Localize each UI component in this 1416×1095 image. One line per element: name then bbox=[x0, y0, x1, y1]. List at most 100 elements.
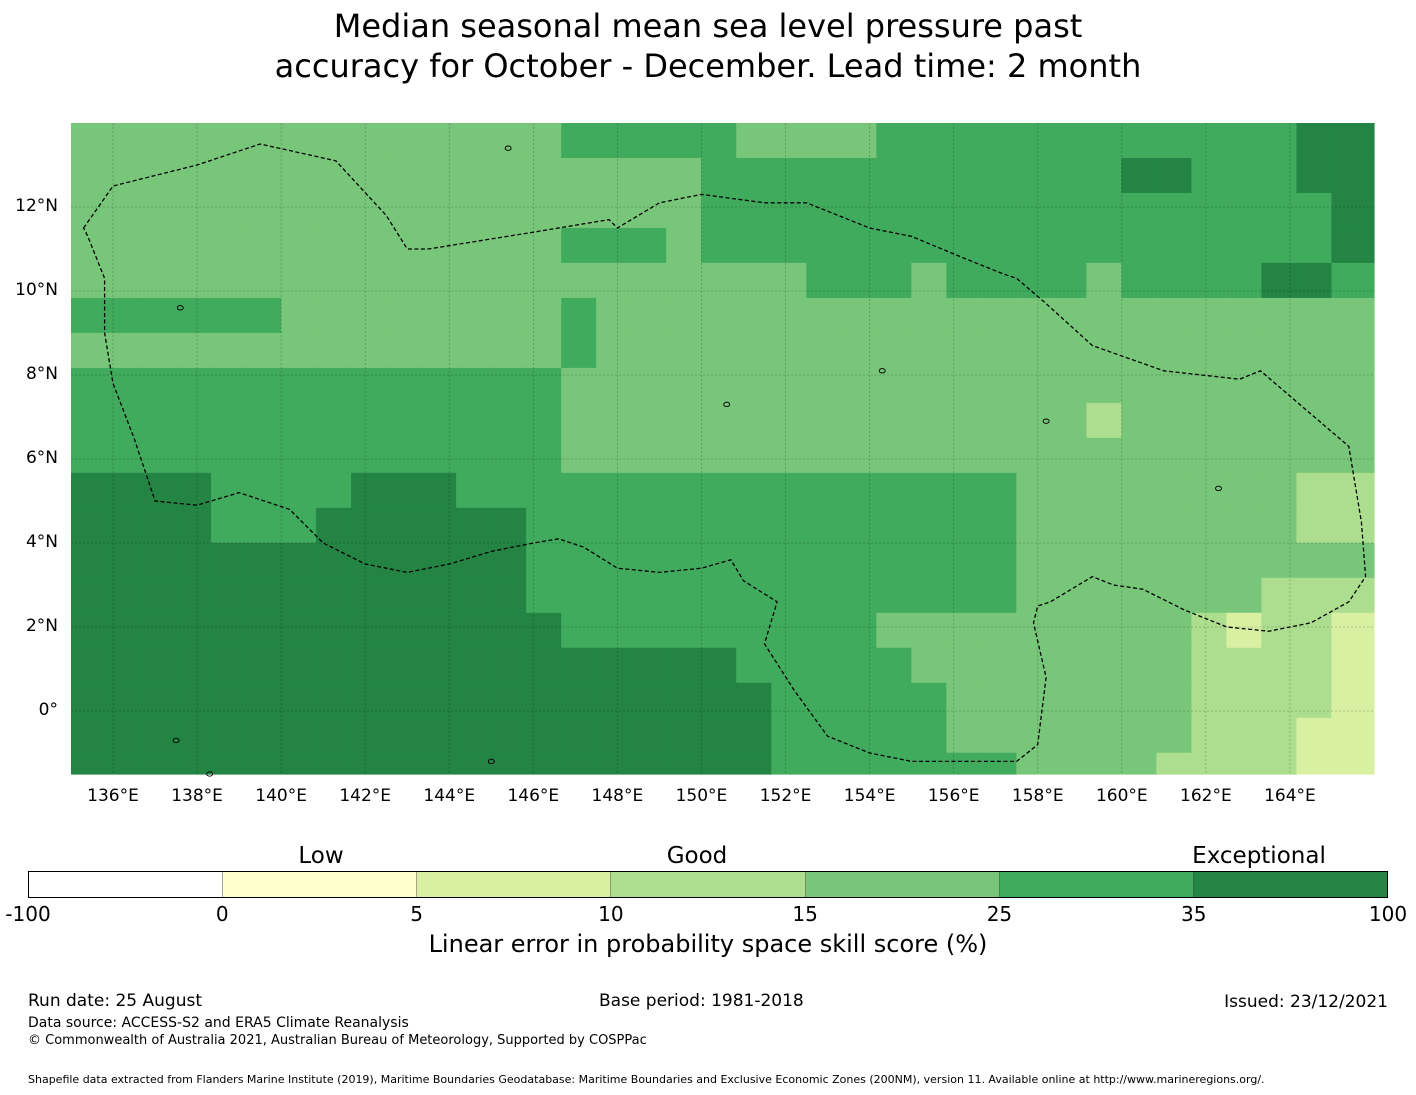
grid-cell bbox=[526, 157, 562, 194]
grid-cell bbox=[1261, 227, 1298, 264]
grid-cell bbox=[1331, 297, 1368, 334]
grid-cell bbox=[1331, 227, 1368, 264]
grid-cell bbox=[526, 717, 562, 754]
grid-cell bbox=[386, 542, 422, 579]
grid-cell bbox=[246, 402, 282, 439]
grid-cell bbox=[701, 367, 737, 404]
latitude-label: 4°N bbox=[25, 532, 58, 552]
grid-cell bbox=[771, 717, 807, 754]
grid-cell bbox=[1156, 647, 1193, 684]
grid-cell bbox=[456, 577, 492, 614]
grid-cell bbox=[211, 542, 247, 579]
grid-cell bbox=[806, 472, 842, 509]
grid-cell bbox=[1121, 717, 1157, 754]
grid-cell bbox=[1156, 472, 1193, 509]
grid-cell bbox=[561, 192, 597, 229]
grid-cell bbox=[421, 262, 457, 299]
grid-cell bbox=[911, 192, 947, 229]
grid-cell bbox=[386, 577, 422, 614]
grid-cell bbox=[561, 332, 597, 369]
grid-cell bbox=[141, 472, 177, 509]
grid-cell bbox=[911, 367, 947, 404]
grid-cell bbox=[1121, 647, 1157, 684]
grid-cell bbox=[1261, 262, 1298, 299]
title-line-1: Median seasonal mean sea level pressure … bbox=[333, 7, 1083, 45]
grid-cell bbox=[876, 682, 912, 719]
grid-cell bbox=[211, 472, 247, 509]
grid-cell bbox=[981, 262, 1017, 299]
grid-cell bbox=[526, 752, 562, 775]
grid-cell bbox=[1156, 123, 1193, 159]
grid-cell bbox=[386, 717, 422, 754]
grid-cell bbox=[1016, 507, 1052, 544]
grid-cell bbox=[561, 157, 597, 194]
grid-cell bbox=[1086, 157, 1122, 194]
grid-cell bbox=[561, 262, 597, 299]
grid-cell bbox=[491, 577, 527, 614]
grid-cell bbox=[1226, 157, 1263, 194]
grid-cell bbox=[246, 717, 282, 754]
grid-cell bbox=[736, 507, 772, 544]
grid-cell bbox=[351, 542, 387, 579]
grid-cell bbox=[841, 682, 877, 719]
grid-cell bbox=[141, 332, 177, 369]
grid-cell bbox=[526, 262, 562, 299]
grid-cell bbox=[141, 123, 177, 159]
grid-cell bbox=[526, 297, 562, 334]
grid-cell bbox=[771, 262, 807, 299]
grid-cell bbox=[421, 367, 457, 404]
grid-cell bbox=[281, 367, 317, 404]
grid-cell bbox=[1261, 717, 1298, 754]
longitude-label: 144°E bbox=[423, 786, 476, 806]
grid-cell bbox=[1226, 192, 1263, 229]
grid-cell bbox=[981, 472, 1017, 509]
base-period: Base period: 1981-2018 bbox=[599, 991, 804, 1011]
grid-cell bbox=[806, 227, 842, 264]
colorbar-tick-label: 10 bbox=[598, 902, 624, 926]
grid-cell bbox=[246, 367, 282, 404]
grid-cell bbox=[1226, 612, 1263, 649]
grid-cell bbox=[1051, 297, 1087, 334]
grid-cell bbox=[421, 682, 457, 719]
grid-cell bbox=[1086, 262, 1122, 299]
grid-cell bbox=[631, 752, 667, 775]
grid-cell bbox=[386, 297, 422, 334]
grid-cell bbox=[1016, 332, 1052, 369]
grid-cell bbox=[561, 437, 597, 474]
colorbar-segment bbox=[1193, 872, 1387, 897]
longitude-label: 148°E bbox=[591, 786, 644, 806]
graticule bbox=[71, 123, 1374, 774]
grid-cell bbox=[771, 472, 807, 509]
grid-cell bbox=[71, 123, 107, 159]
grid-cell bbox=[841, 157, 877, 194]
grid-cell bbox=[911, 682, 947, 719]
grid-cell bbox=[1296, 297, 1333, 334]
colorbar-segment bbox=[29, 872, 224, 897]
grid-cell bbox=[1331, 682, 1368, 719]
grid-cell bbox=[421, 332, 457, 369]
grid-cell bbox=[211, 437, 247, 474]
grid-cell bbox=[911, 612, 947, 649]
grid-cell bbox=[1086, 717, 1122, 754]
grid-cell bbox=[1296, 612, 1333, 649]
longitude-label: 142°E bbox=[339, 786, 392, 806]
grid-cell bbox=[561, 227, 597, 264]
grid-cell bbox=[1086, 612, 1122, 649]
grid-cell bbox=[946, 437, 982, 474]
grid-cell bbox=[1051, 332, 1087, 369]
grid-cell bbox=[106, 647, 142, 684]
grid-cell bbox=[71, 472, 107, 509]
grid-cell bbox=[841, 262, 877, 299]
grid-cell bbox=[771, 123, 807, 159]
grid-cell bbox=[1191, 123, 1228, 159]
grid-cell bbox=[1156, 717, 1193, 754]
grid-cell bbox=[176, 123, 212, 159]
grid-cell bbox=[771, 367, 807, 404]
longitude-label: 158°E bbox=[1011, 786, 1064, 806]
grid-cell bbox=[1156, 297, 1193, 334]
grid-cell bbox=[876, 123, 912, 159]
grid-cell bbox=[806, 367, 842, 404]
grid-cell bbox=[1296, 717, 1333, 754]
grid-cell bbox=[141, 227, 177, 264]
grid-cell bbox=[911, 717, 947, 754]
